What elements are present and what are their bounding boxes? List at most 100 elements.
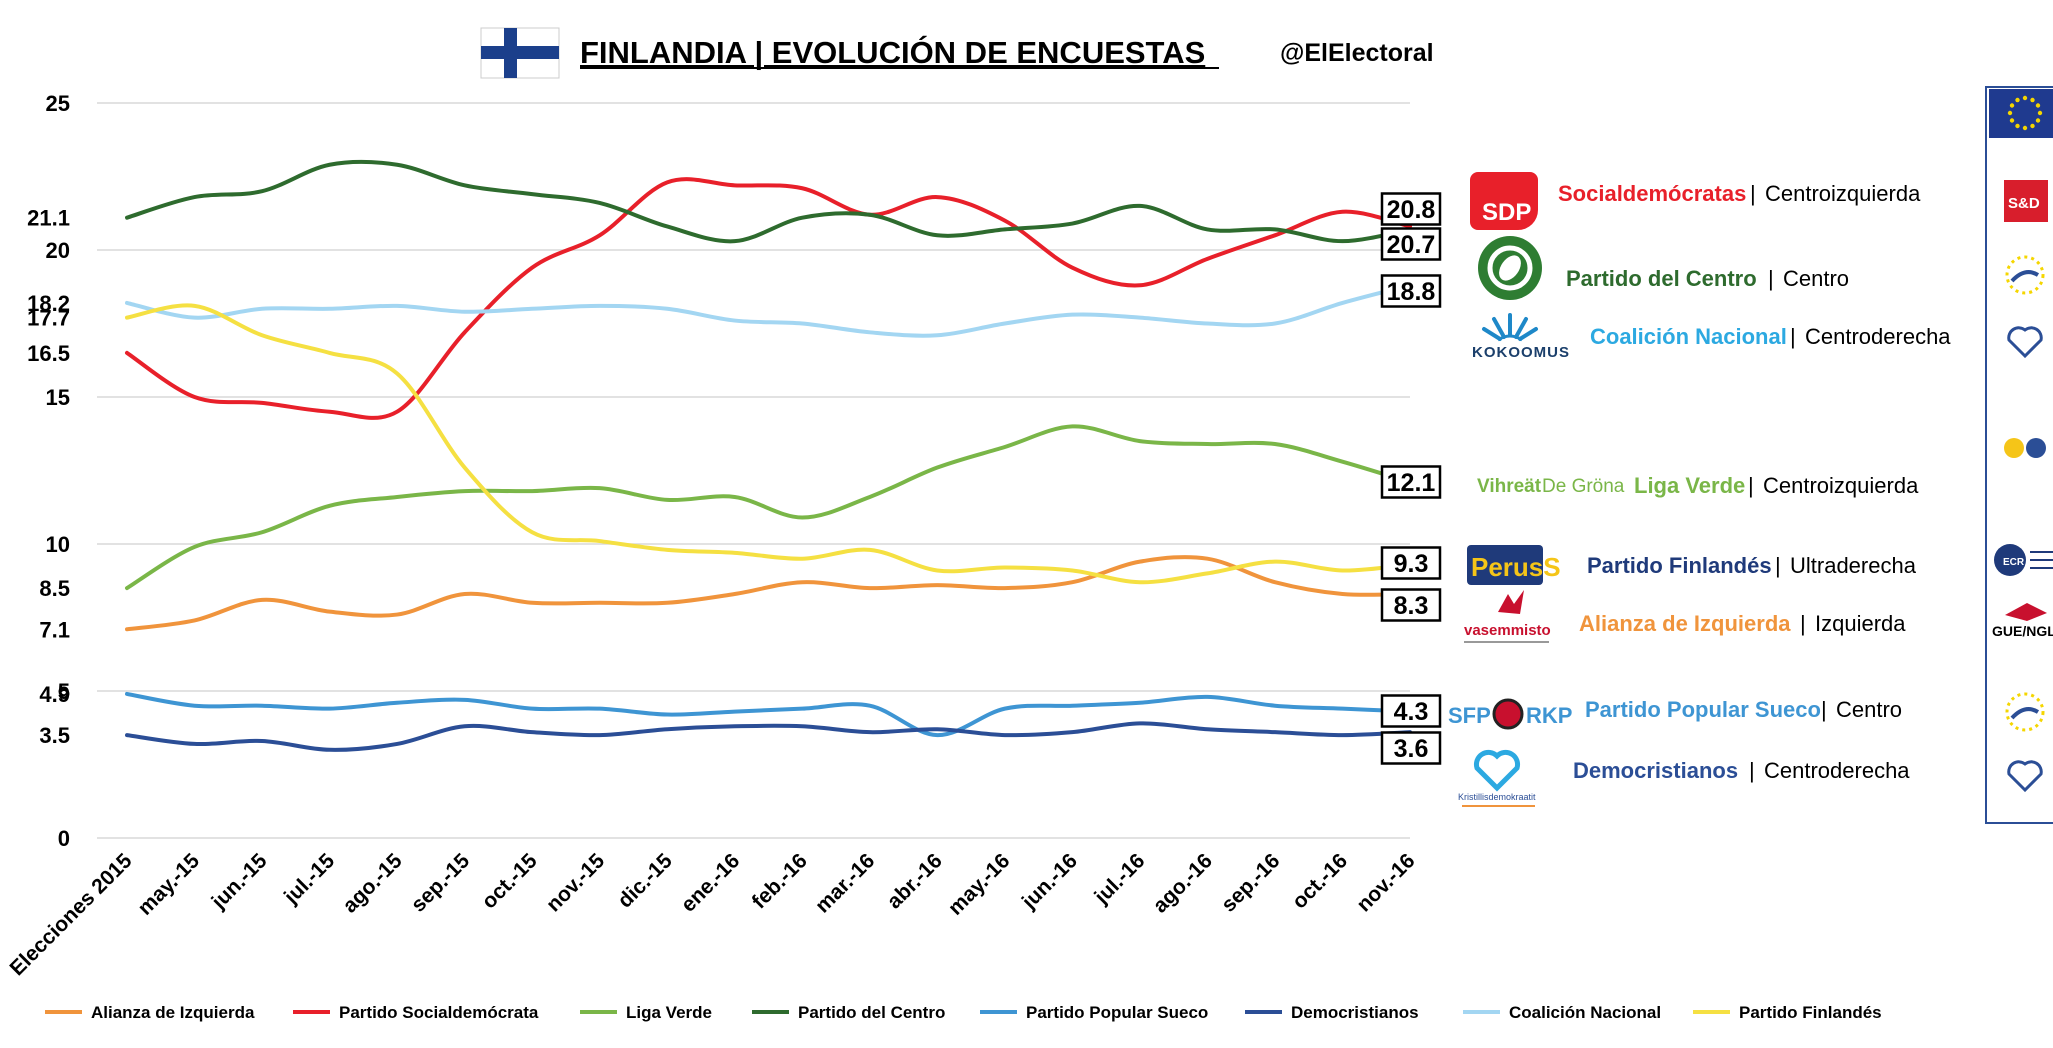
- party-name-kokoomus: Coalición Nacional: [1590, 324, 1787, 349]
- legend-label: Partido del Centro: [798, 1003, 945, 1022]
- sdp-logo-text: SDP: [1482, 199, 1531, 226]
- eu-star: [2009, 103, 2015, 108]
- party-separator: |: [1750, 181, 1756, 206]
- eu-star: [2022, 95, 2028, 101]
- y-tick-label: 16.5: [27, 341, 70, 366]
- end-value-label: 20.8: [1387, 196, 1436, 224]
- y-tick-label: 15: [46, 385, 70, 410]
- party-name-vasemmisto: Alianza de Izquierda: [1579, 611, 1791, 636]
- end-value-box: [1380, 227, 1442, 261]
- kokoomus-logo-text: KOKOOMUS: [1472, 344, 1570, 361]
- end-value-label: 12.1: [1387, 469, 1436, 497]
- legend-label: Democristianos: [1291, 1003, 1419, 1022]
- end-value-box: [1380, 694, 1442, 728]
- y-tick-label: 10: [46, 532, 70, 557]
- end-value-box: [1380, 274, 1442, 308]
- svg-text:Socialdemócratas: Socialdemócratas: [1558, 181, 1746, 206]
- eu-star: [2022, 125, 2028, 131]
- series-lines: [125, 159, 1412, 752]
- series-line-1: [125, 177, 1412, 420]
- eu-star: [2007, 110, 2013, 116]
- eu-star: [2015, 97, 2020, 103]
- series-line-6: [125, 283, 1412, 338]
- legend: Alianza de Izquierda Partido Socialdemócr…: [45, 1003, 1882, 1022]
- sfp-logo-text-b: RKP: [1526, 703, 1572, 728]
- series-line-3: [125, 159, 1412, 244]
- series-line-0: [125, 555, 1412, 632]
- y-tick-label: 8.5: [39, 576, 70, 601]
- series-line-5: [125, 721, 1412, 752]
- sfp-rkp-logo: SFP RKP: [1448, 698, 1572, 730]
- party-annotations: SDP Socialdemócratas | Centroizquierda P…: [1448, 172, 1951, 807]
- author-handle: @ElElectoral: [1280, 39, 1434, 67]
- svg-text:|: |: [1821, 697, 1827, 722]
- party-name-perus: Partido Finlandés: [1587, 553, 1772, 578]
- y-tick-label: 21.1: [27, 206, 70, 231]
- x-tick-label: nov.-15: [542, 849, 609, 916]
- keskusta-clover-logo: [1478, 236, 1542, 300]
- party-name-sfp: Partido Popular Sueco: [1585, 697, 1821, 722]
- alde-stars-icon: [2005, 255, 2045, 295]
- vihreat-logo-text-b: De Gröna: [1542, 476, 1625, 497]
- end-value-label: 4.3: [1394, 698, 1429, 726]
- x-tick-label: dic.-15: [613, 849, 677, 913]
- eu-flag-icon: [1989, 89, 2053, 138]
- end-value-label: 20.7: [1387, 231, 1436, 259]
- x-tick-label: ago.-15: [338, 849, 406, 917]
- x-tick-label: jul.-16: [1090, 849, 1150, 909]
- x-tick-label: ago.-16: [1149, 849, 1217, 917]
- party-ideology-kokoomus: Centroderecha: [1805, 324, 1951, 349]
- x-tick-label: feb.-16: [748, 849, 812, 913]
- svg-text:|: |: [1768, 266, 1774, 291]
- y-axis-ticks: 0 3.5 4.95 7.1 8.5 10 15 16.5 17.718.2 20 21.1 25: [27, 91, 70, 851]
- vihreat-logo: Vihreät De Gröna: [1477, 476, 1625, 497]
- eu-star: [2037, 110, 2043, 116]
- end-value-label: 18.8: [1387, 278, 1436, 306]
- vihreat-logo-text-a: Vihreät: [1477, 476, 1542, 497]
- end-value-box: [1380, 192, 1442, 226]
- eu-star: [2030, 97, 2035, 103]
- kd-logo-text: Kristillisdemokraatit: [1458, 792, 1536, 802]
- s-and-d-logo-text: S&D: [2008, 195, 2040, 212]
- kd-heart-logo: Kristillisdemokraatit: [1458, 749, 1536, 807]
- svg-text:|: |: [1748, 473, 1754, 498]
- x-tick-label: sep.-15: [407, 849, 475, 917]
- vasemmisto-logo-text: vasemmisto: [1464, 622, 1551, 639]
- end-value-box: [1380, 465, 1442, 499]
- y-tick-label: 0: [58, 826, 70, 851]
- party-ideology-kd: Centroderecha: [1764, 758, 1910, 783]
- party-ideology-sdp: Centroizquierda: [1765, 181, 1921, 206]
- x-tick-label: Elecciones 2015: [6, 849, 137, 980]
- eu-group-sidebar: S&D ECR GUE/NGL: [1985, 86, 2053, 824]
- party-ideology-centro: Centro: [1783, 266, 1849, 291]
- vasemmisto-logo: vasemmisto: [1464, 590, 1551, 643]
- perussuomalaiset-logo: PerusS: [1467, 545, 1561, 585]
- perus-logo-text: PerusS: [1471, 552, 1561, 582]
- x-tick-label: mar.-16: [811, 849, 879, 917]
- y-tick-label: 4.9: [39, 682, 70, 707]
- gue-ngl-logo: GUE/NGL: [1992, 603, 2053, 639]
- y-tick-label: 7.1: [39, 617, 70, 642]
- y-tick-label: 17.7: [27, 306, 70, 331]
- legend-label: Partido Popular Sueco: [1026, 1003, 1208, 1022]
- svg-text:|: |: [1790, 324, 1796, 349]
- header: FINLANDIA | EVOLUCIÓN DE ENCUESTAS @ElEl…: [480, 27, 1434, 79]
- y-tick-label: 3.5: [39, 723, 70, 748]
- epp-heart-icon: [2007, 326, 2043, 359]
- end-value-label: 9.3: [1394, 550, 1429, 578]
- x-tick-label: ene.-16: [677, 849, 744, 916]
- end-value-label: 3.6: [1394, 735, 1429, 763]
- party-name-kd: Democristianos: [1573, 758, 1738, 783]
- party-ideology-vihreat: Centroizquierda: [1763, 473, 1919, 498]
- x-tick-label: sep.-16: [1217, 849, 1284, 916]
- legend-label: Partido Socialdemócrata: [339, 1003, 539, 1022]
- epp-heart-icon: [2007, 760, 2043, 793]
- x-tick-label: may.-16: [944, 849, 1014, 919]
- x-tick-label: nov.-16: [1352, 849, 1419, 916]
- x-tick-label: jul.-15: [279, 849, 339, 909]
- x-tick-label: jun.-16: [1017, 849, 1082, 914]
- kokoomus-logo: KOKOOMUS: [1472, 313, 1570, 361]
- party-ideology-sfp: Centro: [1836, 697, 1902, 722]
- party-ideology-perus: Ultraderecha: [1790, 553, 1917, 578]
